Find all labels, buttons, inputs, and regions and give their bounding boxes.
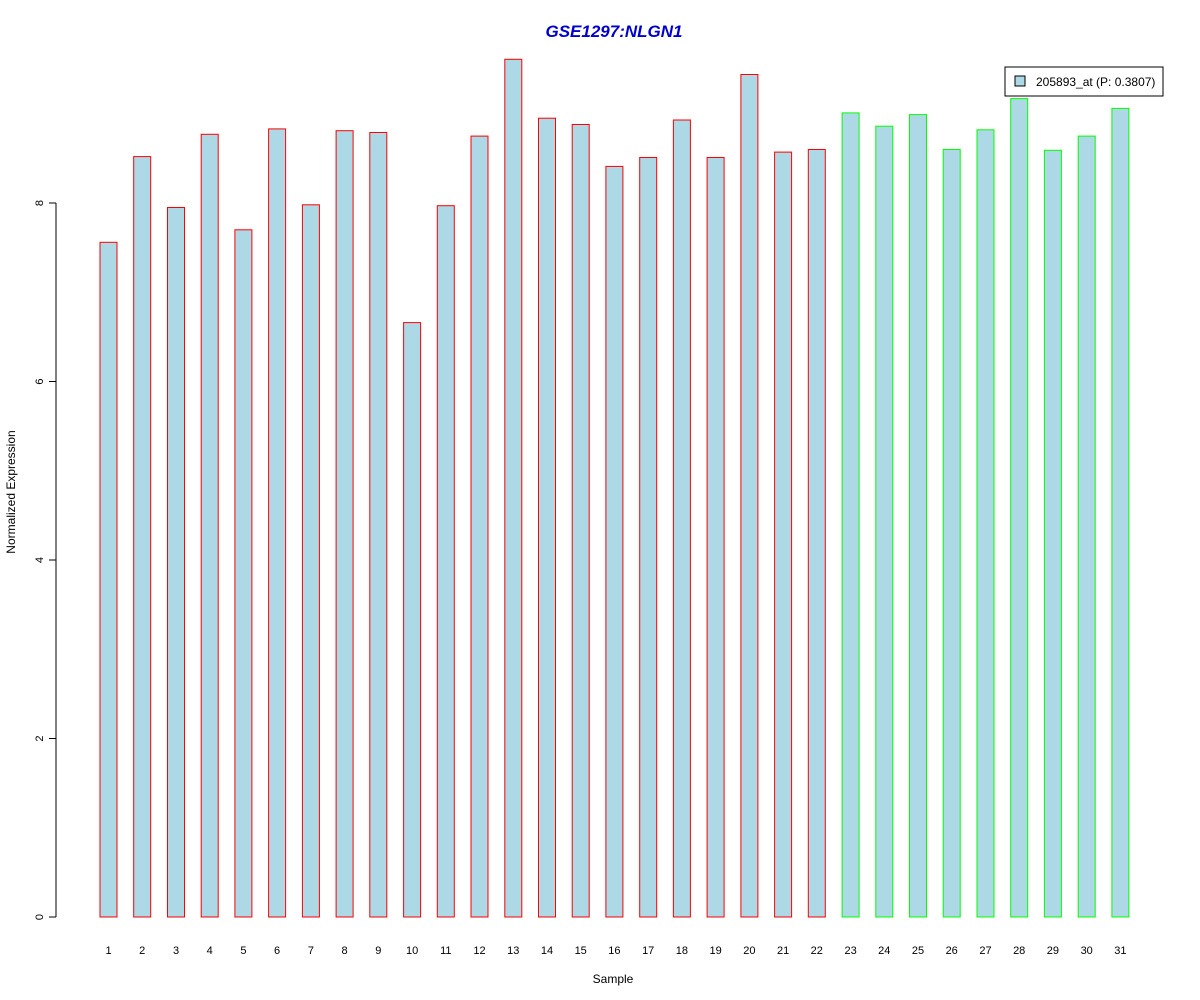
x-tick-label: 12: [473, 945, 485, 957]
bar-sample-7: [301, 204, 320, 918]
bar-sample-13: [504, 58, 523, 918]
y-tick-label: 8: [34, 200, 46, 206]
x-tick-label: 3: [173, 945, 179, 957]
x-tick-label: 17: [642, 945, 654, 957]
bar-sample-30: [1077, 135, 1096, 918]
x-tick-label: 7: [308, 945, 314, 957]
y-tick-label: 0: [34, 914, 46, 920]
legend-label: 205893_at (P: 0.3807): [1036, 75, 1155, 89]
bar-sample-11: [436, 205, 455, 918]
x-tick-label: 14: [541, 945, 553, 957]
bar-sample-2: [133, 156, 152, 918]
y-axis-label: Normalized Expression: [4, 430, 18, 553]
bar-sample-5: [234, 229, 253, 918]
y-tick-label: 6: [34, 378, 46, 384]
x-tick-label: 6: [274, 945, 280, 957]
bar-sample-12: [470, 135, 489, 918]
bar-sample-18: [672, 119, 691, 918]
x-tick-label: 19: [709, 945, 721, 957]
y-tick-label: 2: [34, 735, 46, 741]
bar-sample-17: [639, 157, 658, 918]
x-tick-label: 10: [406, 945, 418, 957]
bar-sample-24: [875, 125, 894, 918]
bar-sample-20: [740, 74, 759, 918]
x-tick-label: 20: [743, 945, 755, 957]
x-tick-label: 23: [844, 945, 856, 957]
y-axis: 0 2 4 6 8: [34, 200, 57, 920]
bar-sample-16: [605, 165, 624, 918]
bar-sample-26: [942, 149, 961, 918]
bar-sample-21: [774, 151, 793, 918]
bar-sample-10: [403, 322, 422, 918]
x-tick-label: 15: [575, 945, 587, 957]
chart-title: GSE1297:NLGN1: [546, 22, 683, 41]
x-tick-label: 31: [1114, 945, 1126, 957]
bar-sample-27: [976, 129, 995, 918]
x-tick-label: 1: [105, 945, 111, 957]
x-tick-label: 13: [507, 945, 519, 957]
bar-sample-19: [706, 157, 725, 918]
x-tick-label: 21: [777, 945, 789, 957]
bar-sample-14: [538, 117, 556, 918]
x-tick-label: 25: [912, 945, 924, 957]
x-axis-label: Sample: [593, 972, 634, 986]
x-tick-label: 26: [946, 945, 958, 957]
bar-sample-8: [335, 130, 354, 918]
bar-sample-31: [1111, 107, 1130, 918]
legend: 205893_at (P: 0.3807): [1004, 66, 1164, 97]
x-tick-label: 28: [1013, 945, 1025, 957]
bar-sample-22: [807, 149, 826, 918]
x-tick-label: 5: [240, 945, 246, 957]
x-tick-label: 4: [207, 945, 213, 957]
bar-sample-4: [200, 133, 219, 918]
y-tick-label: 4: [34, 557, 46, 563]
x-tick-label: 27: [979, 945, 991, 957]
bar-sample-29: [1043, 149, 1062, 918]
legend-swatch: [1014, 75, 1026, 87]
x-tick-label: 2: [139, 945, 145, 957]
x-tick-label: 11: [440, 945, 451, 957]
x-tick-label: 18: [676, 945, 688, 957]
bars: [99, 58, 1130, 918]
bar-sample-9: [369, 132, 388, 918]
x-tick-label: 30: [1081, 945, 1093, 957]
bar-sample-1: [99, 241, 118, 918]
legend-box: [1004, 66, 1164, 97]
bar-sample-15: [571, 124, 590, 918]
x-tick-label: 8: [342, 945, 348, 957]
bar-sample-28: [1010, 98, 1029, 918]
x-tick-label: 9: [375, 945, 381, 957]
bar-sample-23: [841, 112, 860, 918]
x-tick-labels: 1 2 3 4 5 6 7 8 9 10 11 12 13 14 15 16 17 18 19 20 21 22 23 24 2…: [105, 945, 1126, 957]
bar-sample-25: [909, 114, 927, 918]
bar-sample-3: [167, 207, 185, 918]
bar-sample-6: [268, 128, 287, 918]
x-tick-label: 22: [811, 945, 823, 957]
x-tick-label: 29: [1047, 945, 1059, 957]
x-tick-label: 24: [878, 945, 890, 957]
x-tick-label: 16: [608, 945, 620, 957]
